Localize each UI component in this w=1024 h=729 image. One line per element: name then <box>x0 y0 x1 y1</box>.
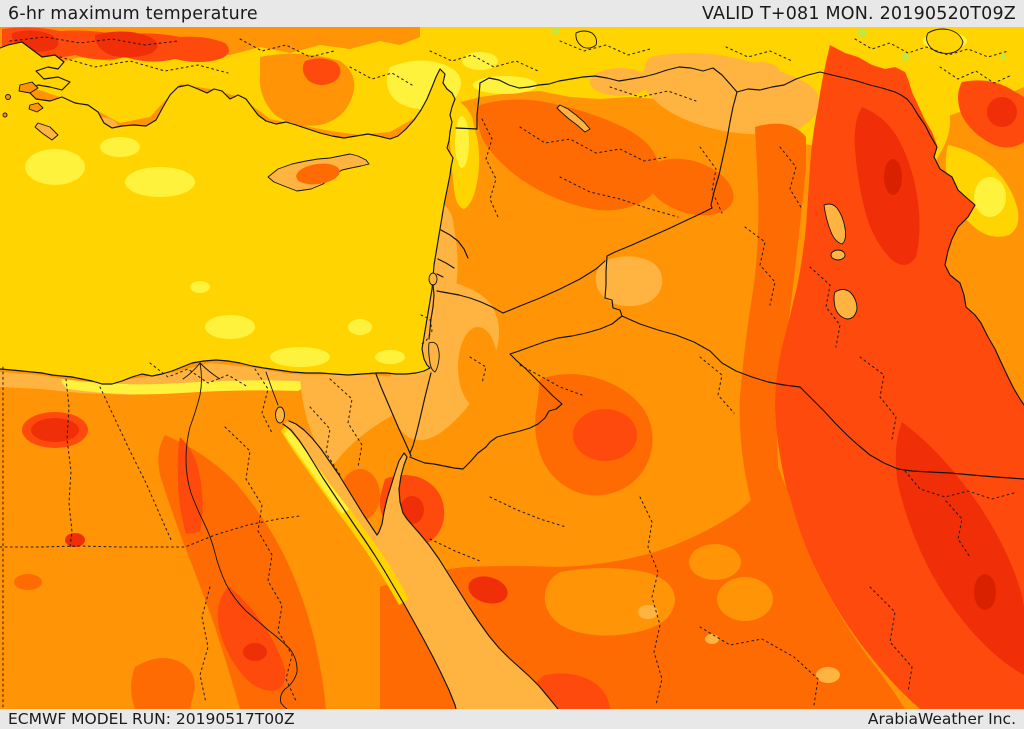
title-bar: 6-hr maximum temperature VALID T+081 MON… <box>0 0 1024 27</box>
admin-borders <box>0 36 1015 709</box>
lake-razazza <box>833 289 858 320</box>
weather-map <box>0 27 1024 709</box>
provider-credit: ArabiaWeather Inc. <box>867 710 1016 728</box>
coastline <box>0 41 456 385</box>
rhodes-island <box>34 122 59 141</box>
dead-sea <box>428 341 440 373</box>
border-jordan-saudi <box>409 315 623 470</box>
lakes <box>428 28 964 373</box>
mediterranean-sea <box>0 41 456 385</box>
syria-hot-blob <box>477 99 661 211</box>
suez-canal <box>265 371 279 406</box>
country-borders <box>375 66 1024 480</box>
border-syria-iraq <box>604 91 738 317</box>
border-egypt-israel <box>375 373 412 457</box>
valid-time: VALID T+081 MON. 20190520T09Z <box>702 3 1016 24</box>
plot-title: 6-hr maximum temperature <box>8 3 258 24</box>
lake-van <box>926 28 964 54</box>
border-turkey-syria-iraq-iran <box>455 66 1024 406</box>
jazira-amber <box>643 53 820 135</box>
border-lebanon <box>436 229 469 278</box>
lake-tharthar <box>823 203 847 245</box>
lake-assad <box>556 104 591 133</box>
map-canvas <box>0 27 1024 709</box>
lake-habbaniyah <box>830 249 846 261</box>
aegean-islands <box>2 81 59 141</box>
lake-tuz <box>575 30 597 49</box>
sea-of-galilee <box>428 272 438 286</box>
red-sea-west-coast <box>282 423 457 709</box>
bitter-lakes <box>275 406 285 424</box>
cyprus-island <box>267 153 370 192</box>
border-syria-jordan <box>436 260 606 314</box>
border-israel-jordan <box>409 284 435 454</box>
red-sea <box>265 371 559 709</box>
model-run: ECMWF MODEL RUN: 20190517T00Z <box>8 710 295 728</box>
status-bar: ECMWF MODEL RUN: 20190517T00Z ArabiaWeat… <box>0 709 1024 729</box>
red-sea-east-coast <box>288 420 559 709</box>
border-iraq-saudi <box>621 315 1024 480</box>
nile-river <box>182 362 298 709</box>
